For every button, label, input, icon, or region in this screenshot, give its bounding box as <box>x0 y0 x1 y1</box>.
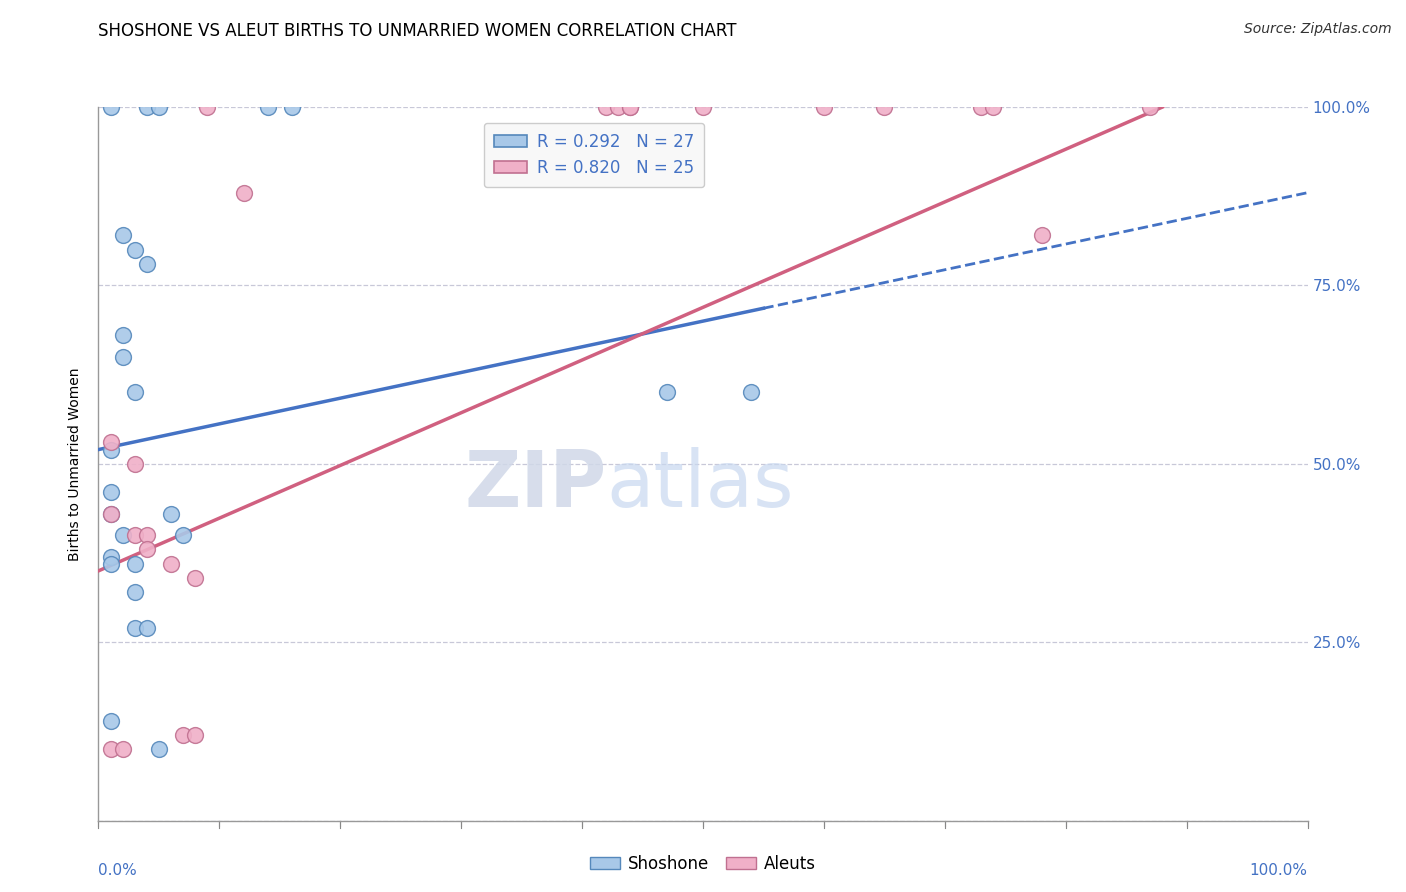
Point <box>184 571 207 585</box>
Point <box>148 100 170 114</box>
Text: atlas: atlas <box>606 447 794 524</box>
Point <box>124 528 146 542</box>
Point <box>981 100 1004 114</box>
Text: 100.0%: 100.0% <box>1250 863 1308 879</box>
Point <box>172 528 194 542</box>
Point <box>100 557 122 571</box>
Point <box>813 100 835 114</box>
Text: ZIP: ZIP <box>464 447 606 524</box>
Point <box>124 243 146 257</box>
Point <box>135 621 157 635</box>
Point <box>1139 100 1161 114</box>
Point <box>124 385 146 400</box>
Point <box>160 557 183 571</box>
Point <box>111 228 134 243</box>
Point <box>135 528 157 542</box>
Point <box>970 100 993 114</box>
Point <box>135 257 157 271</box>
Point <box>195 100 218 114</box>
Point <box>124 557 146 571</box>
Point <box>135 542 157 557</box>
Point <box>111 328 134 343</box>
Legend: R = 0.292   N = 27, R = 0.820   N = 25: R = 0.292 N = 27, R = 0.820 N = 25 <box>484 122 704 186</box>
Point <box>100 442 122 457</box>
Point <box>692 100 714 114</box>
Point <box>740 385 762 400</box>
Point <box>1031 228 1053 243</box>
Point <box>184 728 207 742</box>
Point <box>607 100 630 114</box>
Point <box>111 742 134 756</box>
Point <box>148 742 170 756</box>
Point <box>100 549 122 564</box>
Point <box>595 100 617 114</box>
Point <box>873 100 896 114</box>
Point <box>100 100 122 114</box>
Text: SHOSHONE VS ALEUT BIRTHS TO UNMARRIED WOMEN CORRELATION CHART: SHOSHONE VS ALEUT BIRTHS TO UNMARRIED WO… <box>98 22 737 40</box>
Point <box>100 507 122 521</box>
Point <box>172 728 194 742</box>
Point <box>124 457 146 471</box>
Point <box>124 585 146 599</box>
Point <box>256 100 278 114</box>
Point <box>232 186 254 200</box>
Point <box>111 350 134 364</box>
Legend: Shoshone, Aleuts: Shoshone, Aleuts <box>583 848 823 880</box>
Point <box>124 621 146 635</box>
Y-axis label: Births to Unmarried Women: Births to Unmarried Women <box>69 368 83 560</box>
Point <box>655 385 678 400</box>
Point <box>100 485 122 500</box>
Point <box>281 100 304 114</box>
Point <box>100 507 122 521</box>
Point <box>160 507 183 521</box>
Point <box>135 100 157 114</box>
Point <box>619 100 641 114</box>
Point <box>100 742 122 756</box>
Point <box>619 100 641 114</box>
Text: 0.0%: 0.0% <box>98 863 138 879</box>
Point <box>100 435 122 450</box>
Point <box>100 714 122 728</box>
Point <box>111 528 134 542</box>
Text: Source: ZipAtlas.com: Source: ZipAtlas.com <box>1244 22 1392 37</box>
